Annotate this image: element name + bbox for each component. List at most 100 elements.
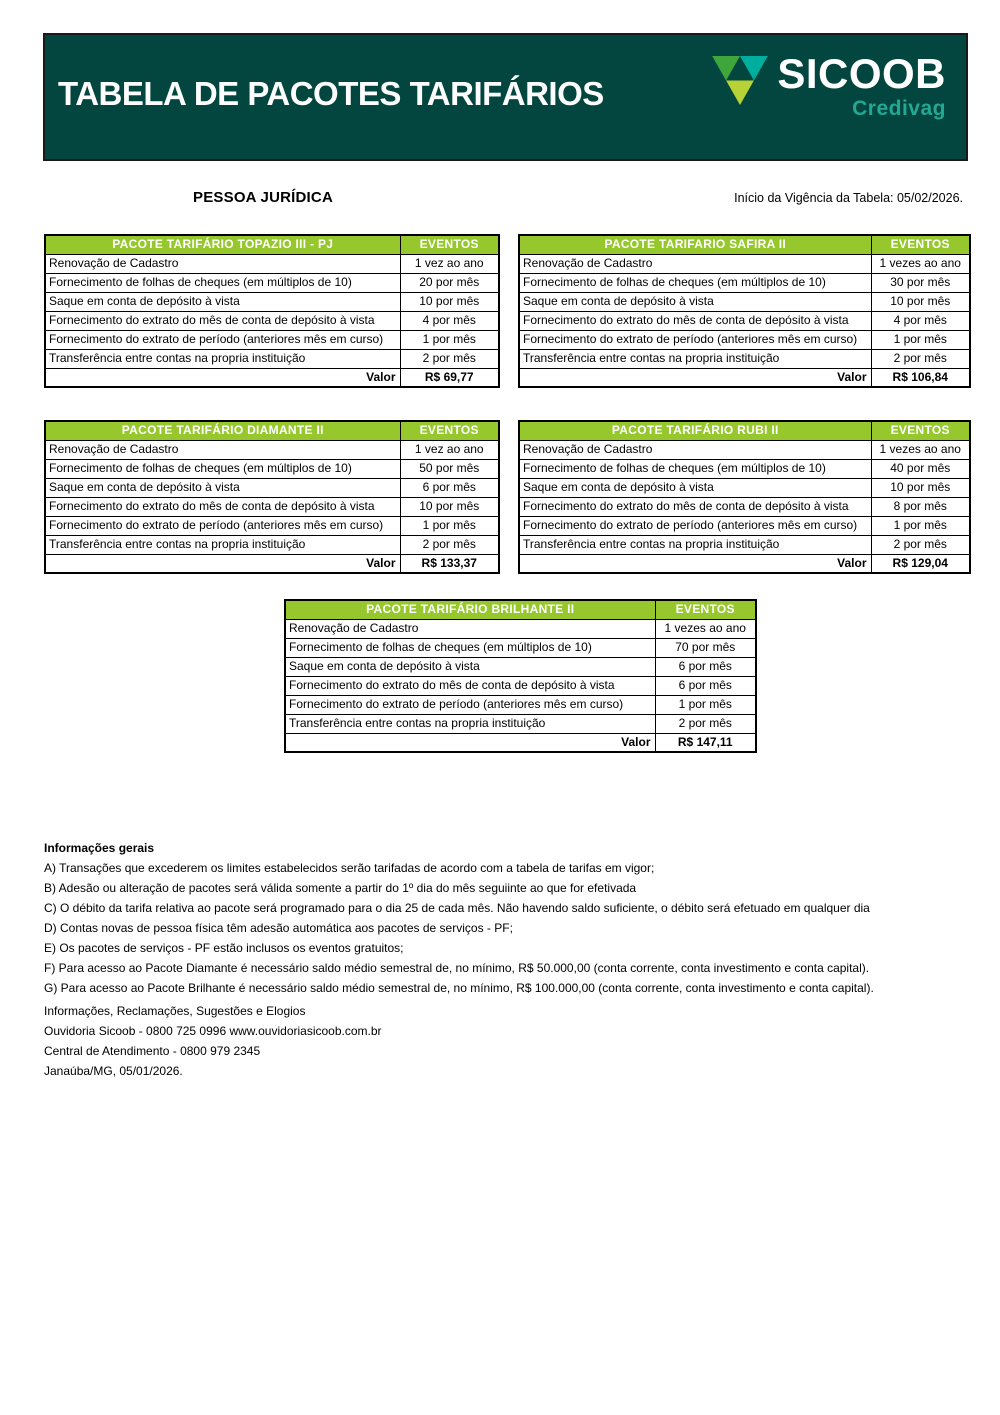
service-label: Fornecimento do extrato do mês de conta …	[518, 496, 872, 517]
service-label: Transferência entre contas na propria in…	[518, 348, 872, 369]
table-row: Saque em conta de depósito à vista 10 por…	[518, 477, 971, 498]
package-title: PACOTE TARIFÁRIO BRILHANTE II	[284, 599, 656, 620]
service-value: 70 por mês	[654, 637, 757, 658]
table-header-row: PACOTE TARIFÁRIO TOPAZIO III - PJ EVENTO…	[44, 234, 500, 255]
valor-label: Valor	[518, 367, 872, 388]
service-label: Transferência entre contas na propria in…	[44, 534, 401, 555]
service-value: 8 por mês	[870, 496, 971, 517]
service-value: 1 por mês	[870, 515, 971, 536]
contact-section: Informações, Reclamações, Sugestões e El…	[44, 1001, 382, 1081]
service-value: 10 por mês	[399, 496, 500, 517]
service-label: Transferência entre contas na propria in…	[284, 713, 656, 734]
table-header-row: PACOTE TARIFARIO SAFIRA II EVENTOS	[518, 234, 971, 255]
valor-amount: R$ 106,84	[870, 367, 971, 388]
table-row: Transferência entre contas na propria in…	[44, 348, 500, 369]
table-row: Fornecimento do extrato de período (ante…	[284, 694, 757, 715]
package-table-topazio: PACOTE TARIFÁRIO TOPAZIO III - PJ EVENTO…	[44, 234, 500, 388]
service-value: 6 por mês	[654, 675, 757, 696]
service-value: 1 por mês	[399, 515, 500, 536]
service-value: 10 por mês	[870, 291, 971, 312]
general-info-section: Informações gerais A) Transações que exc…	[44, 838, 874, 998]
service-label: Fornecimento do extrato do mês de conta …	[284, 675, 656, 696]
table-row: Saque em conta de depósito à vista 6 por …	[44, 477, 500, 498]
table-header-row: PACOTE TARIFÁRIO RUBI II EVENTOS	[518, 420, 971, 441]
service-label: Fornecimento de folhas de cheques (em mú…	[44, 458, 401, 479]
package-title: PACOTE TARIFÁRIO RUBI II	[518, 420, 872, 441]
service-value: 2 por mês	[399, 348, 500, 369]
valor-row: Valor R$ 106,84	[518, 367, 971, 388]
service-value: 2 por mês	[399, 534, 500, 555]
table-row: Saque em conta de depósito à vista 10 por…	[518, 291, 971, 312]
table-row: Renovação de Cadastro 1 vez ao ano	[44, 253, 500, 274]
service-value: 6 por mês	[399, 477, 500, 498]
table-row: Fornecimento de folhas de cheques (em mú…	[44, 272, 500, 293]
events-header: EVENTOS	[399, 234, 500, 255]
central-atendimento-line: Central de Atendimento - 0800 979 2345	[44, 1044, 261, 1058]
service-value: 1 por mês	[654, 694, 757, 715]
info-heading: Informações gerais	[44, 841, 155, 855]
valor-row: Valor R$ 69,77	[44, 367, 500, 388]
ouvidoria-line: Ouvidoria Sicoob - 0800 725 0996 www.ouv…	[44, 1024, 382, 1038]
valor-label: Valor	[518, 553, 872, 574]
table-header-row: PACOTE TARIFÁRIO BRILHANTE II EVENTOS	[284, 599, 757, 620]
info-item-c: C) O débito da tarifa relativa ao pacote…	[44, 901, 870, 915]
logo-brand-text: SICOOB	[777, 50, 946, 97]
valor-amount: R$ 133,37	[399, 553, 500, 574]
table-row: Fornecimento de folhas de cheques (em mú…	[284, 637, 757, 658]
valor-label: Valor	[44, 367, 401, 388]
info-item-g: G) Para acesso ao Pacote Brilhante é nec…	[44, 981, 874, 995]
table-row: Fornecimento de folhas de cheques (em mú…	[44, 458, 500, 479]
service-value: 1 vez ao ano	[399, 253, 500, 274]
service-value: 2 por mês	[654, 713, 757, 734]
table-row: Fornecimento do extrato do mês de conta …	[518, 310, 971, 331]
table-row: Renovação de Cadastro 1 vezes ao ano	[518, 253, 971, 274]
service-label: Renovação de Cadastro	[518, 253, 872, 274]
table-row: Fornecimento do extrato de período (ante…	[518, 329, 971, 350]
service-value: 4 por mês	[399, 310, 500, 331]
table-row: Fornecimento de folhas de cheques (em mú…	[518, 272, 971, 293]
service-value: 1 vezes ao ano	[654, 618, 757, 639]
service-label: Fornecimento do extrato do mês de conta …	[44, 496, 401, 517]
table-row: Fornecimento do extrato do mês de conta …	[44, 310, 500, 331]
table-row: Fornecimento do extrato de período (ante…	[44, 515, 500, 536]
package-table-diamante: PACOTE TARIFÁRIO DIAMANTE II EVENTOS Ren…	[44, 420, 500, 574]
service-value: 1 por mês	[870, 329, 971, 350]
table-row: Fornecimento do extrato do mês de conta …	[518, 496, 971, 517]
table-row: Fornecimento do extrato do mês de conta …	[44, 496, 500, 517]
package-table-rubi: PACOTE TARIFÁRIO RUBI II EVENTOS Renovaç…	[518, 420, 971, 574]
package-table-safira: PACOTE TARIFARIO SAFIRA II EVENTOS Renov…	[518, 234, 971, 388]
table-row: Renovação de Cadastro 1 vezes ao ano	[518, 439, 971, 460]
sicoob-mark-icon	[712, 56, 769, 105]
logo-wordmark: SICOOB Credivag	[777, 50, 946, 121]
table-row: Fornecimento do extrato de período (ante…	[518, 515, 971, 536]
city-date-line: Janaúba/MG, 05/01/2026.	[44, 1064, 183, 1078]
service-value: 1 vezes ao ano	[870, 253, 971, 274]
valor-amount: R$ 147,11	[654, 732, 757, 753]
table-row: Fornecimento do extrato do mês de conta …	[284, 675, 757, 696]
logo-subbrand-text: Credivag	[852, 97, 946, 120]
service-label: Fornecimento de folhas de cheques (em mú…	[518, 458, 872, 479]
service-label: Renovação de Cadastro	[518, 439, 872, 460]
service-label: Fornecimento de folhas de cheques (em mú…	[284, 637, 656, 658]
service-value: 20 por mês	[399, 272, 500, 293]
service-label: Fornecimento do extrato de período (ante…	[284, 694, 656, 715]
page-title: TABELA DE PACOTES TARIFÁRIOS	[58, 75, 604, 112]
valor-row: Valor R$ 133,37	[44, 553, 500, 574]
events-header: EVENTOS	[654, 599, 757, 620]
service-value: 1 vez ao ano	[399, 439, 500, 460]
info-item-d: D) Contas novas de pessoa física têm ade…	[44, 921, 513, 935]
valor-label: Valor	[44, 553, 401, 574]
service-label: Saque em conta de depósito à vista	[518, 477, 872, 498]
package-title: PACOTE TARIFÁRIO DIAMANTE II	[44, 420, 401, 441]
info-item-b: B) Adesão ou alteração de pacotes será v…	[44, 881, 637, 895]
service-label: Fornecimento do extrato de período (ante…	[518, 515, 872, 536]
service-label: Saque em conta de depósito à vista	[518, 291, 872, 312]
table-row: Renovação de Cadastro 1 vez ao ano	[44, 439, 500, 460]
header-banner: TABELA DE PACOTES TARIFÁRIOS SICOOB Cred…	[43, 33, 968, 161]
validity-date: Início da Vigência da Tabela: 05/02/2026…	[734, 191, 963, 205]
events-header: EVENTOS	[870, 234, 971, 255]
service-label: Transferência entre contas na propria in…	[518, 534, 872, 555]
valor-amount: R$ 69,77	[399, 367, 500, 388]
service-label: Transferência entre contas na propria in…	[44, 348, 401, 369]
